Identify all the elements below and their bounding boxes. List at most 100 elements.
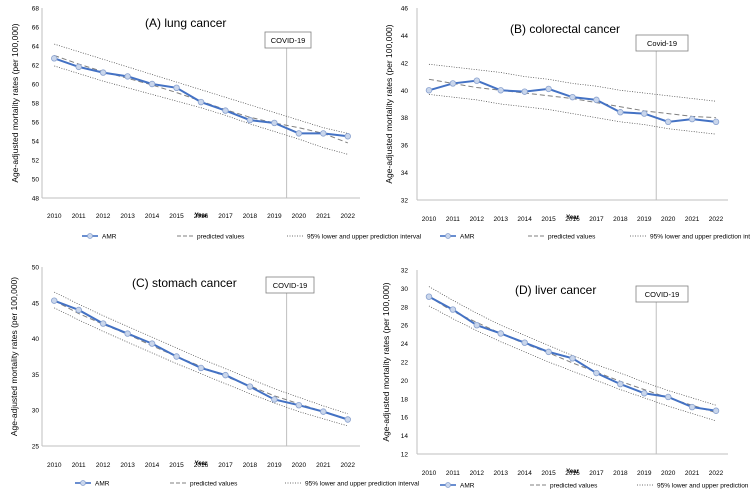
amr-line — [428, 295, 717, 412]
x-tick-label: 2019 — [267, 462, 282, 469]
y-axis-label: Age-adjusted mortality rates (per 100,00… — [381, 282, 391, 441]
legend-interval-label: 95% lower and upper prediction interval — [657, 483, 750, 490]
y-tick-label: 20 — [401, 378, 409, 385]
y-tick-label: 12 — [401, 452, 409, 459]
x-tick-label: 2018 — [613, 470, 628, 477]
y-tick-label: 40 — [401, 88, 409, 95]
x-tick-label: 2013 — [493, 216, 508, 223]
x-axis-label: Year — [195, 213, 208, 219]
legend-amr-marker — [80, 480, 86, 486]
amr-point — [425, 87, 433, 94]
x-tick-label: 2020 — [292, 462, 307, 469]
legend-amr-marker — [445, 482, 451, 488]
amr-line — [53, 299, 349, 421]
amr-point — [99, 320, 107, 327]
x-tick-label: 2010 — [47, 213, 62, 220]
amr-point — [593, 96, 600, 104]
x-tick-label: 2013 — [120, 213, 135, 220]
y-tick-label: 22 — [401, 360, 409, 367]
covid-annotation-box — [635, 285, 689, 303]
amr-point — [617, 109, 624, 116]
amr-point — [51, 55, 58, 62]
x-tick-label: 2011 — [72, 213, 86, 220]
covid-annotation-box — [265, 276, 315, 294]
amr-point — [99, 69, 107, 76]
y-axis-label: Age-adjusted mortality rates (per 100,00… — [10, 23, 20, 182]
legend: AMR predicted values 95% lower and upper p… — [440, 233, 750, 241]
legend-amr-label: AMR — [102, 234, 117, 241]
x-tick-label: 2021 — [685, 470, 700, 477]
y-tick-label: 18 — [401, 396, 409, 403]
amr-point — [271, 396, 278, 403]
amr-point — [664, 118, 672, 126]
amr-point — [449, 306, 457, 313]
amr-point — [51, 297, 58, 304]
amr-point — [497, 87, 504, 94]
amr-point — [344, 133, 351, 140]
x-tick-label: 2015 — [541, 216, 556, 223]
amr-point — [688, 403, 696, 411]
y-tick-label: 35 — [32, 372, 40, 379]
y-tick-label: 68 — [32, 6, 40, 13]
x-tick-label: 2012 — [470, 470, 485, 477]
y-tick-label: 26 — [401, 323, 409, 330]
amr-point — [473, 77, 481, 84]
amr-line — [53, 57, 348, 138]
x-axis-label: Year — [566, 215, 579, 221]
x-tick-label: 2011 — [72, 462, 86, 469]
x-tick-label: 2011 — [446, 470, 460, 477]
amr-point — [344, 416, 351, 423]
interval-upper-line — [428, 63, 717, 102]
x-tick-label: 2015 — [541, 470, 556, 477]
legend-predicted-label: predicted values — [548, 234, 596, 241]
legend: AMR predicted values 95% lower and upper p… — [82, 233, 422, 241]
amr-point — [712, 407, 720, 414]
amr-point — [173, 353, 180, 360]
y-tick-label: 30 — [32, 408, 40, 415]
x-tick-label: 2017 — [589, 216, 604, 223]
x-axis-label: Year — [566, 469, 579, 475]
x-axis-label: Year — [195, 461, 208, 467]
x-tick-label: 2014 — [145, 462, 160, 469]
amr-point — [425, 293, 433, 300]
covid-annotation-box — [264, 31, 312, 49]
x-tick-label: 2022 — [341, 462, 356, 469]
covid-annotation-label: COVID-19 — [645, 290, 680, 299]
y-axis-label: Age-adjusted mortality rates (per 100,00… — [9, 277, 19, 436]
chart-title: (A) lung cancer — [145, 16, 226, 30]
y-tick-label: 66 — [32, 25, 40, 32]
y-tick-label: 30 — [401, 286, 409, 293]
x-tick-label: 2016 — [194, 213, 209, 220]
x-tick-label: 2022 — [341, 213, 356, 220]
x-tick-label: 2012 — [96, 462, 111, 469]
x-tick-label: 2014 — [517, 470, 532, 477]
amr-point — [246, 383, 254, 390]
amr-point — [664, 393, 672, 401]
x-tick-label: 2017 — [218, 213, 233, 220]
x-tick-label: 2016 — [565, 470, 580, 477]
amr-point — [473, 322, 481, 329]
x-tick-label: 2019 — [637, 216, 652, 223]
x-tick-label: 2020 — [292, 213, 307, 220]
amr-point — [712, 118, 720, 126]
x-tick-label: 2015 — [169, 213, 184, 220]
y-tick-label: 56 — [32, 120, 40, 127]
y-tick-label: 46 — [401, 6, 409, 13]
amr-point — [197, 364, 205, 372]
y-tick-label: 44 — [401, 33, 409, 40]
x-tick-label: 2021 — [685, 216, 700, 223]
chart-panel-1: 48 50 52 54 56 58 60 62 64 66 68 2010 2011 2012 2013 20… — [10, 6, 422, 241]
y-tick-label: 40 — [32, 336, 40, 343]
amr-point — [148, 340, 156, 347]
x-tick-label: 2019 — [637, 470, 652, 477]
x-tick-label: 2014 — [145, 213, 160, 220]
y-tick-label: 38 — [401, 115, 409, 122]
amr-point — [593, 369, 600, 377]
x-tick-label: 2013 — [120, 462, 135, 469]
x-tick-label: 2010 — [422, 216, 437, 223]
legend-amr-label: AMR — [460, 483, 475, 490]
x-tick-label: 2014 — [517, 216, 532, 223]
interval-lower-line — [428, 305, 717, 422]
x-tick-label: 2018 — [243, 213, 258, 220]
y-tick-label: 54 — [32, 139, 40, 146]
